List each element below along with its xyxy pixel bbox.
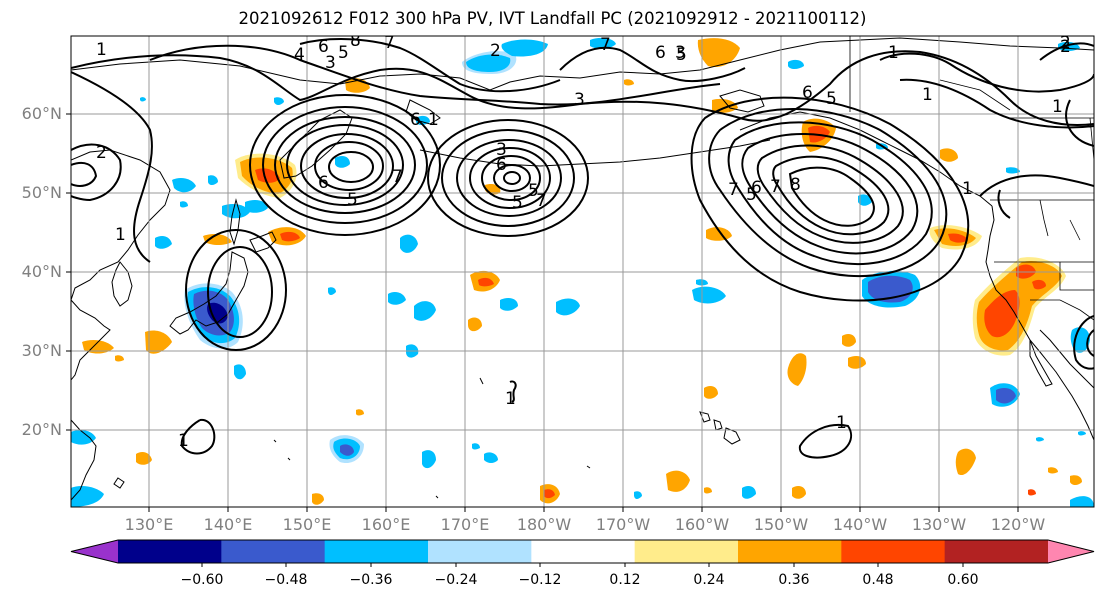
lon-label: 170°E <box>440 515 490 534</box>
contour-label: 5 <box>746 185 757 205</box>
contour-label: 7 <box>600 35 611 55</box>
contour-label: 3 <box>574 90 585 110</box>
contour-label: 6 <box>496 155 507 175</box>
contour-label: 6 <box>751 178 762 198</box>
contour-label: 7 <box>728 180 739 200</box>
contour-label: 5 <box>826 89 837 109</box>
pv-contours <box>71 38 1094 459</box>
colorbar-tick-label: 0.60 <box>947 572 979 588</box>
lat-label: 20°N <box>21 420 62 439</box>
lon-label: 150°E <box>282 515 332 534</box>
colorbar-tick-label: 0.24 <box>693 572 725 588</box>
negative-anomaly-patches <box>71 37 1094 507</box>
lon-label: 160°E <box>361 515 411 534</box>
lon-label: 120°W <box>990 515 1046 534</box>
contour-label: 4 <box>294 45 305 65</box>
lat-label: 60°N <box>21 104 62 123</box>
contour-label: 7 <box>384 33 395 53</box>
lon-label: 140°W <box>832 515 888 534</box>
lon-label: 130°W <box>911 515 967 534</box>
contour-label: 2 <box>1060 33 1071 53</box>
contour-label: 1 <box>505 389 516 409</box>
colorbar-tick-label: −0.12 <box>518 572 562 588</box>
contour-label: 1 <box>96 40 107 60</box>
contour-label: 6 <box>318 37 329 57</box>
contour-label: 2 <box>1060 37 1071 57</box>
contour-label: 6 <box>318 173 329 193</box>
colorbar-tick-label: −0.48 <box>264 572 308 588</box>
lon-label: 170°W <box>595 515 651 534</box>
contour-label: 1 <box>178 431 189 451</box>
lon-label: 180°W <box>516 515 572 534</box>
contour-label: 1 <box>836 413 847 433</box>
lat-label: 50°N <box>21 183 62 202</box>
contour-label: 3 <box>325 53 336 73</box>
contour-label: 2 <box>96 143 107 163</box>
contour-label: 1 <box>428 110 439 130</box>
colorbar-tick-label: 0.36 <box>778 572 810 588</box>
colorbar-tick-label: −0.36 <box>349 572 393 588</box>
contour-label: 6 <box>655 43 666 63</box>
contour-label: 1 <box>1052 97 1063 117</box>
contour-label: 5 <box>676 45 687 65</box>
colorbar-tick-label: −0.60 <box>180 572 224 588</box>
map-title: 2021092612 F012 300 hPa PV, IVT Landfall… <box>238 9 867 28</box>
lat-label: 30°N <box>21 341 62 360</box>
colorbar-tick-label: 0.12 <box>609 572 641 588</box>
colorbar-tick-label: −0.24 <box>434 572 478 588</box>
lat-label: 40°N <box>21 262 62 281</box>
contour-label: 1 <box>962 179 973 199</box>
contour-label: 5 <box>512 193 523 213</box>
contour-label: 7 <box>536 191 547 211</box>
contour-labels: 1 1 2 3 4 5 6 7 8 2 3 6 1 6 5 7 6 5 3 5 … <box>96 31 1071 451</box>
lon-label: 130°E <box>124 515 174 534</box>
lon-label: 160°W <box>674 515 730 534</box>
gridlines <box>71 36 1094 507</box>
contour-label: 5 <box>347 190 358 210</box>
lon-label: 140°E <box>203 515 253 534</box>
colorbar-tick-label: 0.48 <box>862 572 894 588</box>
contour-label: 6 <box>802 83 813 103</box>
contour-label: 1 <box>888 43 899 63</box>
axis-ticks <box>66 113 1019 512</box>
contour-label: 5 <box>528 181 539 201</box>
contour-label: 7 <box>770 177 781 197</box>
contour-label: 2 <box>490 41 501 61</box>
contour-label: 5 <box>338 43 349 63</box>
contour-label: 3 <box>496 140 507 160</box>
contour-label: 7 <box>392 167 403 187</box>
contour-label: 6 <box>410 110 421 130</box>
contour-label: 8 <box>350 31 361 51</box>
lon-label: 150°W <box>753 515 809 534</box>
contour-label: 3 <box>675 43 686 63</box>
contour-label: 8 <box>790 175 801 195</box>
contour-label: 1 <box>922 85 933 105</box>
contour-label: 1 <box>115 225 126 245</box>
